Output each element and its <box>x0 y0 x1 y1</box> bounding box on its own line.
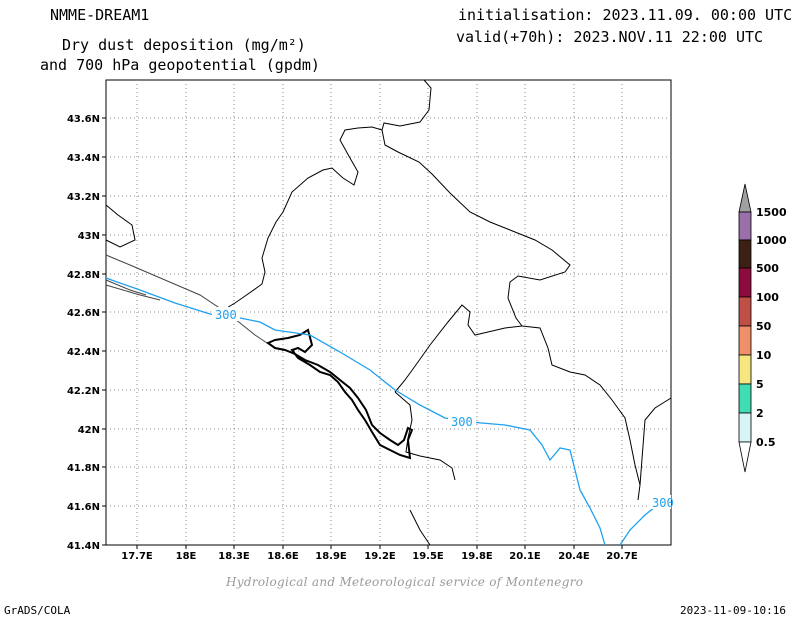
legend-swatch-50-100 <box>738 296 752 327</box>
contour-label-bg-1 <box>212 307 240 321</box>
model-name: NMME-DREAM1 <box>50 6 150 24</box>
axis-ticks <box>102 117 623 549</box>
lon-label: 20.7E <box>606 551 638 562</box>
lon-label: 19.2E <box>364 551 396 562</box>
lat-label: 42N <box>78 425 100 436</box>
lon-label: 18.3E <box>218 551 250 562</box>
coastlines <box>105 254 271 346</box>
legend-swatch-5-10 <box>738 354 752 385</box>
lon-label: 18E <box>176 551 197 562</box>
country-borders <box>105 79 672 546</box>
contour-label-300-east: 300 <box>652 496 674 510</box>
lat-label: 41.4N <box>67 541 100 552</box>
geopotential-contours <box>105 277 672 546</box>
legend-label: 2 <box>756 407 764 420</box>
lat-label: 42.8N <box>67 270 100 281</box>
longitude-labels: 17.7E 18E 18.3E 18.6E 18.9E 19.2E 19.5E … <box>121 551 638 562</box>
legend-label: 0.5 <box>756 436 776 449</box>
legend-label: 1000 <box>756 234 787 247</box>
legend-label: 1500 <box>756 206 787 219</box>
legend-swatch-10-50 <box>738 325 752 356</box>
legend-label: 10 <box>756 349 772 362</box>
legend-swatch-0.5-2 <box>738 412 752 443</box>
legend-label: 5 <box>756 378 764 391</box>
color-legend: 0.5 2 5 10 50 100 500 1000 1500 <box>738 183 787 473</box>
lat-label: 43.2N <box>67 192 100 203</box>
coastline-1 <box>105 254 271 346</box>
lat-label: 41.8N <box>67 463 100 474</box>
legend-swatch-1000-1500 <box>738 211 752 241</box>
coast-south <box>409 509 431 546</box>
lat-label: 42.4N <box>67 347 100 358</box>
border-bih-west <box>219 126 383 313</box>
lon-label: 20.1E <box>509 551 541 562</box>
lat-label: 43N <box>78 231 100 242</box>
latitude-labels: 41.4N 41.6N 41.8N 42N 42.2N 42.4N 42.6N … <box>67 114 100 552</box>
credit-watermark: Hydrological and Meteorological service … <box>226 575 584 589</box>
lon-label: 19.5E <box>412 551 444 562</box>
lat-label: 42.6N <box>67 308 100 319</box>
initialisation-time: initialisation: 2023.11.09. 00:00 UTC <box>458 6 793 24</box>
lat-label: 42.2N <box>67 386 100 397</box>
legend-label: 100 <box>756 291 779 304</box>
legend-label: 50 <box>756 320 772 333</box>
coastline-2 <box>105 284 161 301</box>
gridlines <box>106 80 671 545</box>
lat-label: 43.6N <box>67 114 100 125</box>
legend-arrow-bottom <box>738 441 752 473</box>
coast-croatia <box>105 204 136 248</box>
legend-swatch-2-5 <box>738 383 752 414</box>
legend-label: 500 <box>756 262 779 275</box>
software-label: GrADS/COLA <box>4 604 71 617</box>
lon-label: 19.8E <box>461 551 493 562</box>
lon-label: 18.6E <box>267 551 299 562</box>
contour-label-bg-2 <box>448 414 476 428</box>
coastline-3 <box>105 279 147 296</box>
lon-label: 18.9E <box>315 551 347 562</box>
border-bih-serbia <box>381 79 571 327</box>
legend-swatch-500-1000 <box>738 239 752 269</box>
border-mne-serbia <box>521 325 641 501</box>
legend-swatch-100-500 <box>738 267 752 298</box>
lon-label: 20.4E <box>558 551 590 562</box>
contour-300-main <box>105 277 606 546</box>
product-title-line-2: and 700 hPa geopotential (gpdm) <box>40 56 320 74</box>
contour-label-300-west: 300 <box>215 308 237 322</box>
legend-arrow-top <box>738 183 752 213</box>
border-kosovo-east <box>639 397 672 486</box>
contour-label-300-center: 300 <box>451 415 473 429</box>
contour-label-bg-3 <box>650 495 671 509</box>
border-mne-alb <box>394 304 523 393</box>
lon-label: 17.7E <box>121 551 153 562</box>
product-title-line-1: Dry dust deposition (mg/m²) <box>62 36 306 54</box>
render-timestamp: 2023-11-09-10:16 <box>680 604 786 617</box>
valid-time: valid(+70h): 2023.NOV.11 22:00 UTC <box>456 28 764 46</box>
lat-label: 41.6N <box>67 502 100 513</box>
montenegro-coast <box>265 328 414 460</box>
border-alb-south <box>394 391 456 481</box>
lat-label: 43.4N <box>67 153 100 164</box>
